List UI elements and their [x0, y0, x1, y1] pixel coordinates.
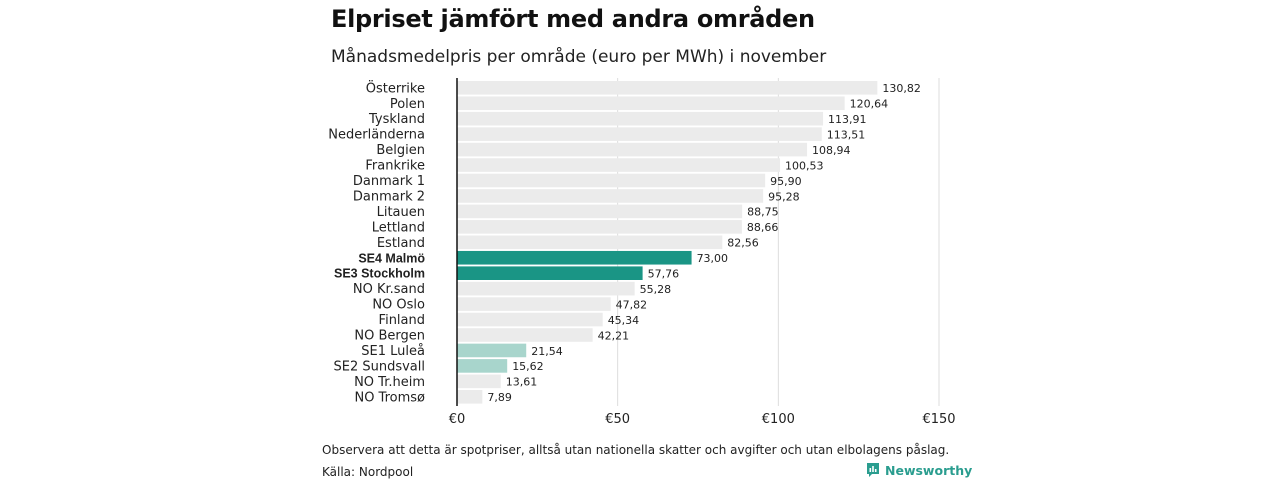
- bar-20: [457, 390, 483, 404]
- chart-subtitle: Månadsmedelpris per område (euro per MWh…: [331, 47, 827, 67]
- category-label-3: Nederländerna: [328, 128, 425, 143]
- category-label-12: SE3 Stockholm: [334, 267, 425, 281]
- x-tick-label-3: €150: [922, 412, 955, 427]
- category-label-1: Polen: [390, 97, 425, 112]
- value-label-20: 7,89: [487, 391, 512, 404]
- bar-7: [457, 189, 764, 203]
- bar-6: [457, 173, 766, 188]
- value-label-17: 21,54: [531, 345, 563, 358]
- bar-10: [457, 235, 723, 250]
- value-label-8: 88,75: [747, 206, 779, 219]
- x-tick-label-2: €100: [762, 412, 795, 427]
- bar-17: [457, 343, 527, 358]
- category-label-2: Tyskland: [368, 112, 425, 127]
- bar-12: [457, 266, 643, 280]
- category-label-5: Frankrike: [365, 159, 425, 174]
- bar-4: [457, 142, 808, 157]
- value-label-4: 108,94: [812, 144, 851, 157]
- value-label-2: 113,91: [828, 113, 867, 126]
- source-note: Källa: Nordpool: [322, 465, 414, 479]
- category-label-16: NO Bergen: [354, 329, 425, 344]
- x-tick-label-1: €50: [605, 412, 630, 427]
- brand-logo: Newsworthy: [866, 462, 972, 478]
- value-label-10: 82,56: [727, 237, 759, 250]
- bar-5: [457, 158, 781, 172]
- bar-14: [457, 297, 611, 311]
- bar-3: [457, 127, 822, 141]
- x-tick-label-0: €0: [449, 412, 466, 427]
- category-label-9: Lettland: [372, 220, 425, 235]
- category-label-11: SE4 Malmö: [358, 251, 425, 265]
- bar-19: [457, 374, 501, 389]
- value-label-7: 95,28: [768, 190, 800, 203]
- value-label-18: 15,62: [512, 360, 544, 373]
- value-label-1: 120,64: [850, 98, 889, 111]
- category-label-15: Finland: [379, 313, 425, 328]
- category-label-14: NO Oslo: [372, 298, 425, 313]
- value-label-15: 45,34: [608, 314, 640, 327]
- value-label-9: 88,66: [747, 221, 779, 234]
- bar-8: [457, 204, 743, 219]
- category-label-8: Litauen: [377, 205, 425, 220]
- category-label-20: NO Tromsø: [354, 390, 425, 405]
- category-label-13: NO Kr.sand: [353, 282, 425, 297]
- bar-18: [457, 359, 508, 373]
- value-label-6: 95,90: [770, 175, 802, 188]
- bar-1: [457, 96, 845, 111]
- bar-9: [457, 220, 742, 234]
- bar-16: [457, 328, 593, 342]
- footnote: Observera att detta är spotpriser, allts…: [322, 443, 950, 457]
- bar-15: [457, 312, 603, 327]
- brand-name: Newsworthy: [885, 462, 973, 478]
- value-label-5: 100,53: [785, 159, 824, 172]
- category-label-4: Belgien: [376, 143, 425, 158]
- category-label-10: Estland: [377, 236, 425, 251]
- value-label-3: 113,51: [827, 128, 866, 141]
- chart-title: Elpriset jämfört med andra områden: [331, 5, 815, 33]
- value-label-0: 130,82: [882, 82, 921, 95]
- category-label-7: Danmark 2: [353, 189, 425, 204]
- category-label-19: NO Tr.heim: [354, 375, 425, 390]
- value-label-13: 55,28: [640, 283, 672, 296]
- value-label-11: 73,00: [697, 252, 729, 265]
- value-label-14: 47,82: [616, 298, 648, 311]
- category-label-18: SE2 Sundsvall: [333, 359, 425, 374]
- category-label-6: Danmark 1: [353, 174, 425, 189]
- category-label-0: Österrike: [366, 79, 425, 96]
- bar-11: [457, 250, 692, 265]
- value-label-19: 13,61: [506, 376, 538, 389]
- value-label-12: 57,76: [648, 268, 680, 281]
- bar-2: [457, 111, 824, 126]
- bar-13: [457, 281, 635, 296]
- bar-0: [457, 81, 878, 95]
- category-label-17: SE1 Luleå: [361, 344, 425, 359]
- value-label-16: 42,21: [598, 329, 630, 342]
- newsworthy-logo-icon: [866, 462, 880, 478]
